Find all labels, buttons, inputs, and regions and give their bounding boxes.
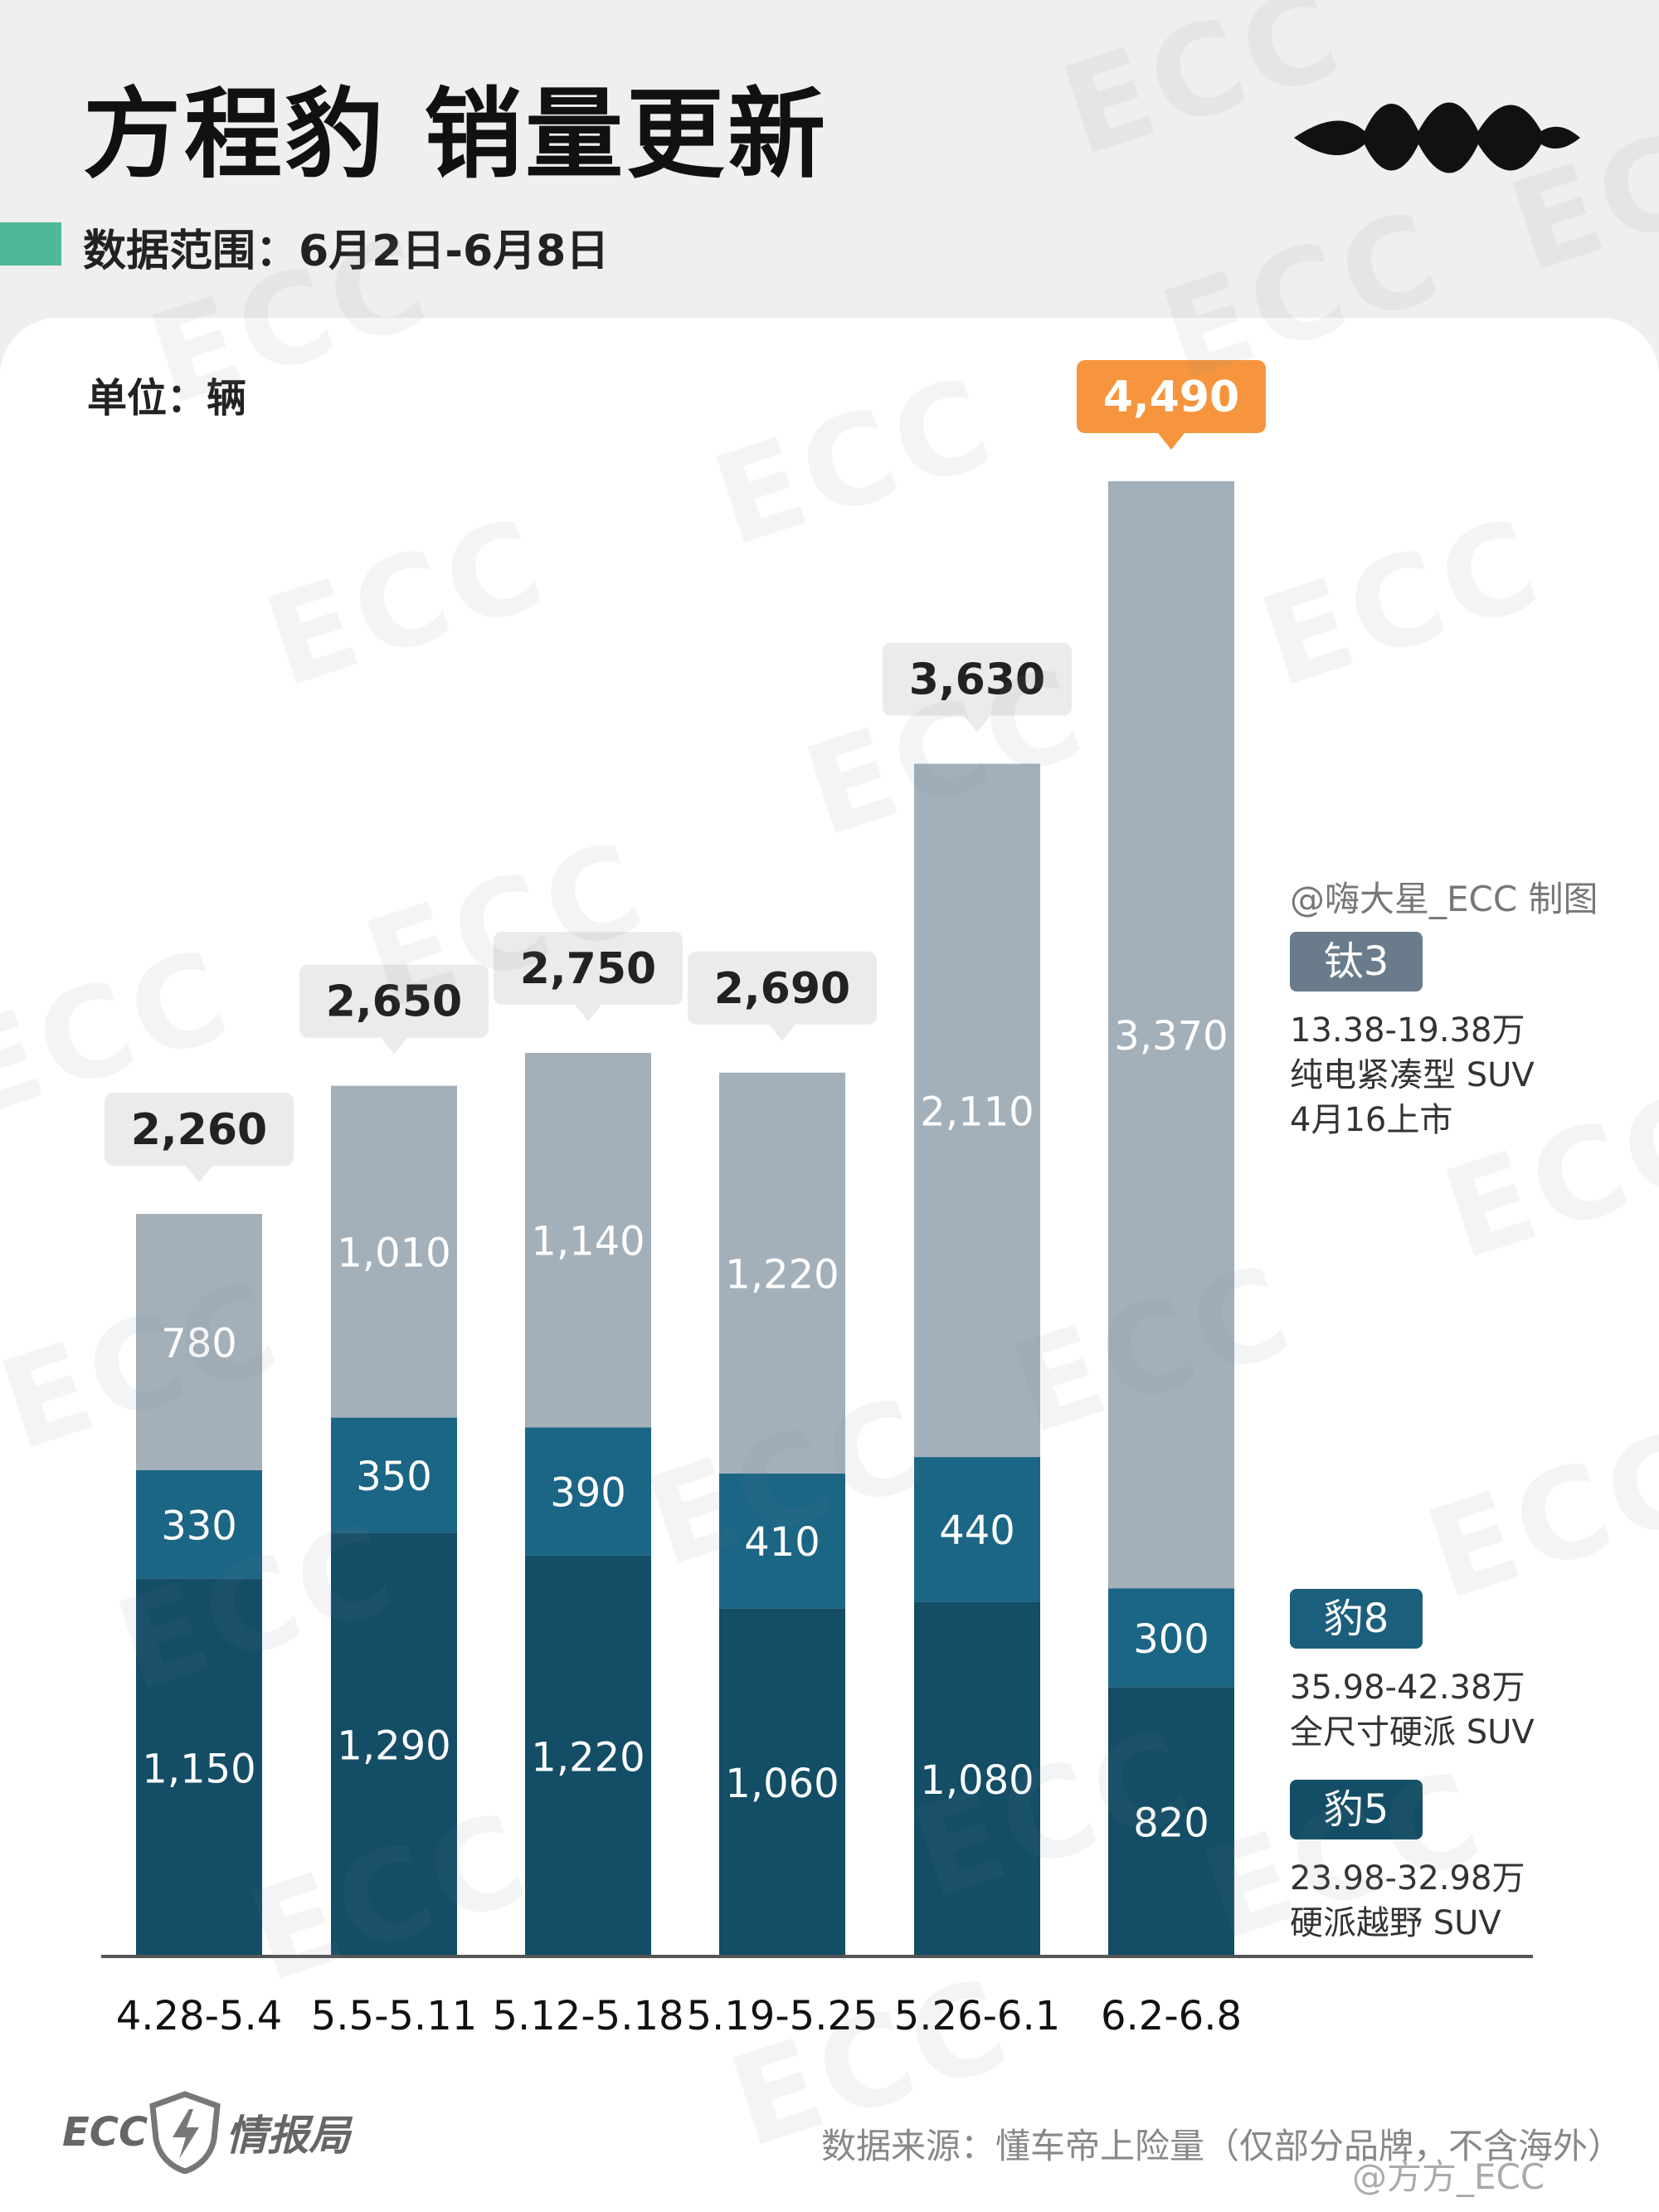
bar-segment xyxy=(914,763,1040,1458)
legend-description: 35.98-42.38万 全尺寸硬派 SUV xyxy=(1290,1665,1588,1755)
legend-line: 35.98-42.38万 xyxy=(1290,1669,1525,1707)
segment-value-label: 780 xyxy=(161,1320,237,1367)
page-title: 方程豹 销量更新 xyxy=(83,77,830,192)
bar-segment xyxy=(525,1427,651,1556)
x-tick-label: 5.12-5.18 xyxy=(492,1993,684,2039)
total-value-label: 4,490 xyxy=(1103,373,1239,422)
brand-logo-icon xyxy=(1294,102,1580,173)
x-tick-label: 5.19-5.25 xyxy=(686,1993,878,2039)
total-value-label: 2,650 xyxy=(326,977,462,1027)
bar-segment xyxy=(136,1214,262,1470)
bar-segment xyxy=(331,1085,457,1418)
ecc-intel-logo: ECC 情报局 xyxy=(62,2091,350,2174)
unit-label: 单位：辆 xyxy=(87,375,247,421)
bar-segment xyxy=(719,1072,845,1474)
total-bubble-pointer xyxy=(186,1166,212,1183)
segment-value-label: 2,110 xyxy=(920,1089,1034,1135)
segment-value-label: 300 xyxy=(1133,1616,1209,1663)
date-range-subtitle: 数据范围：6月2日-6月8日 xyxy=(83,227,610,276)
total-bubble-pointer xyxy=(769,1024,795,1041)
legend-tag: 豹5 xyxy=(1290,1780,1423,1839)
total-bubble xyxy=(688,951,877,1025)
segment-value-label: 1,140 xyxy=(531,1219,645,1265)
x-tick-label: 6.2-6.8 xyxy=(1101,1993,1242,2039)
bar-segment xyxy=(136,1469,262,1579)
segment-value-label: 1,220 xyxy=(531,1734,645,1781)
legend-line: 全尺寸硬派 SUV xyxy=(1290,1713,1535,1752)
total-bubble-pointer xyxy=(964,715,990,733)
total-value-label: 2,260 xyxy=(131,1105,267,1155)
weibo-handle: @方方_ECC xyxy=(1352,2156,1545,2197)
bar-segment xyxy=(1108,1687,1234,1956)
segment-value-label: 440 xyxy=(939,1508,1015,1554)
x-tick-label: 4.28-5.4 xyxy=(116,1993,283,2039)
bar-segment xyxy=(1108,1588,1234,1688)
segment-value-label: 390 xyxy=(550,1470,626,1517)
legend-tag: 豹8 xyxy=(1290,1589,1423,1649)
accent-bar xyxy=(0,222,61,266)
total-value-label: 2,750 xyxy=(520,944,656,994)
legend-line: 硬派越野 SUV xyxy=(1290,1904,1501,1942)
total-bubble xyxy=(883,642,1072,716)
bar-segment xyxy=(525,1555,651,1956)
segment-value-label: 820 xyxy=(1133,1800,1209,1847)
legend-line: 13.38-19.38万 xyxy=(1290,1011,1525,1050)
segment-value-label: 1,080 xyxy=(920,1757,1034,1804)
legend-line: 纯电紧凑型 SUV xyxy=(1290,1056,1535,1094)
segment-value-label: 1,220 xyxy=(725,1251,839,1298)
segment-value-label: 350 xyxy=(356,1454,432,1500)
data-source-note: 数据来源：懂车帝上险量（仅部分品牌，不含海外） xyxy=(821,2126,1623,2166)
bar-segment xyxy=(331,1532,457,1956)
legend-description: 23.98-32.98万 硬派越野 SUV xyxy=(1290,1856,1588,1946)
bar-segment xyxy=(136,1578,262,1956)
segment-value-label: 410 xyxy=(744,1519,820,1566)
total-bubble xyxy=(1077,360,1266,433)
legend-description: 13.38-19.38万 纯电紧凑型 SUV 4月16上市 xyxy=(1290,1008,1588,1143)
total-value-label: 3,630 xyxy=(909,655,1045,705)
segment-value-label: 3,370 xyxy=(1114,1013,1228,1060)
shield-icon xyxy=(149,2091,221,2174)
legend-line: 4月16上市 xyxy=(1290,1101,1453,1139)
total-bubble xyxy=(105,1093,294,1167)
bar-segment xyxy=(331,1417,457,1533)
segment-value-label: 1,150 xyxy=(142,1746,255,1792)
bar-segment xyxy=(1108,481,1234,1589)
total-bubble-pointer xyxy=(1158,433,1185,450)
total-bubble xyxy=(494,932,683,1006)
total-bubble xyxy=(299,964,489,1038)
x-tick-label: 5.5-5.11 xyxy=(311,1993,478,2039)
bar-segment xyxy=(719,1608,845,1956)
bar-segment xyxy=(914,1601,1040,1956)
bar-segment xyxy=(525,1053,651,1428)
segment-value-label: 330 xyxy=(161,1503,237,1549)
x-tick-label: 5.26-6.1 xyxy=(894,1993,1061,2039)
legend-tag: 钛3 xyxy=(1290,932,1423,992)
logo-text: ECC xyxy=(62,2109,148,2156)
bar-segment xyxy=(719,1473,845,1609)
total-bubble-pointer xyxy=(381,1037,407,1055)
total-value-label: 2,690 xyxy=(714,964,850,1014)
segment-value-label: 1,290 xyxy=(337,1723,450,1770)
total-bubble-pointer xyxy=(575,1005,601,1022)
legend-line: 23.98-32.98万 xyxy=(1290,1859,1525,1898)
logo-name: 情报局 xyxy=(226,2112,351,2160)
segment-value-label: 1,010 xyxy=(337,1230,450,1277)
chart-credit: @嗨大星_ECC 制图 xyxy=(1290,879,1598,919)
segment-value-label: 1,060 xyxy=(725,1761,839,1807)
bar-segment xyxy=(914,1457,1040,1602)
